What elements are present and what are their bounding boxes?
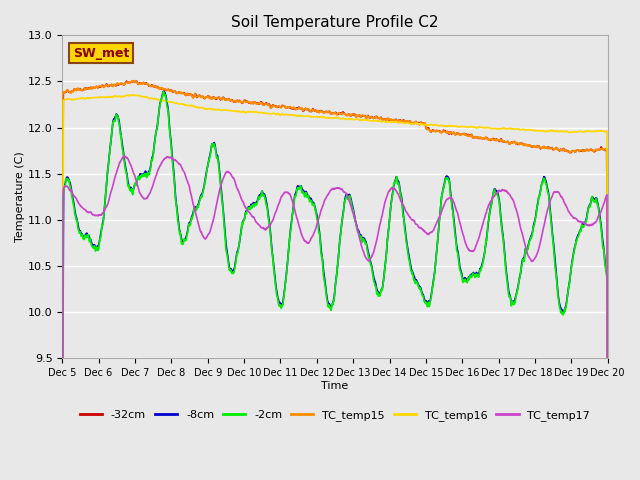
Text: SW_met: SW_met — [73, 47, 129, 60]
Legend: -32cm, -8cm, -2cm, TC_temp15, TC_temp16, TC_temp17: -32cm, -8cm, -2cm, TC_temp15, TC_temp16,… — [76, 406, 595, 425]
Title: Soil Temperature Profile C2: Soil Temperature Profile C2 — [231, 15, 439, 30]
X-axis label: Time: Time — [321, 381, 349, 391]
Y-axis label: Temperature (C): Temperature (C) — [15, 151, 25, 242]
